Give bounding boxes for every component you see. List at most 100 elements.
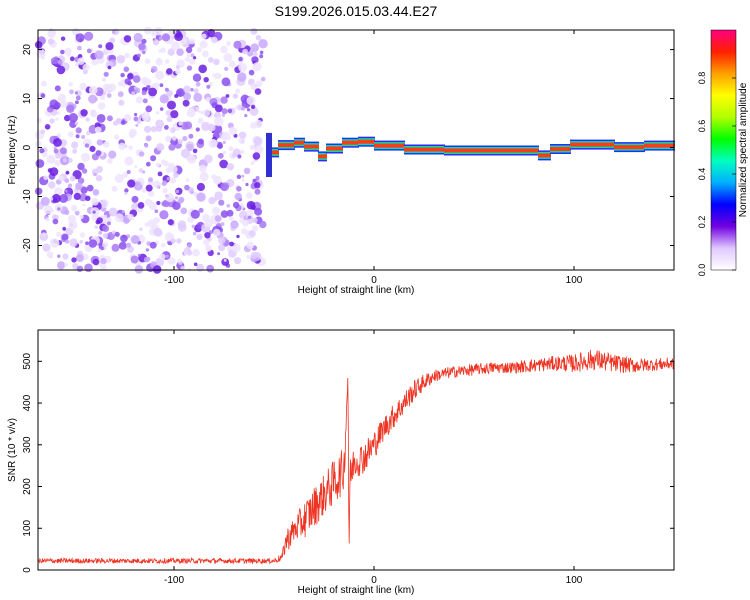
noise-blob [180, 265, 185, 271]
noise-blob [245, 182, 249, 187]
noise-blob [46, 251, 54, 258]
noise-blob [187, 243, 192, 248]
noise-blob [207, 28, 216, 38]
noise-blob [96, 217, 103, 224]
noise-blob [183, 251, 188, 256]
y-tick-label: 20 [22, 44, 33, 56]
noise-blob [69, 89, 74, 95]
noise-blob [208, 82, 213, 87]
noise-blob [193, 92, 203, 102]
noise-blob [46, 154, 56, 164]
noise-blob [249, 144, 255, 151]
noise-blob [252, 217, 258, 224]
noise-blob [241, 178, 245, 182]
noise-blob [80, 152, 90, 162]
noise-blob [175, 65, 180, 70]
noise-blob [175, 68, 181, 75]
noise-blob [156, 143, 165, 152]
noise-blob [118, 241, 127, 250]
noise-blob [220, 96, 228, 104]
noise-blob [109, 37, 116, 44]
noise-blob [185, 178, 190, 182]
noise-blob [96, 139, 104, 146]
noise-blob [184, 121, 193, 130]
signal-core [644, 143, 675, 148]
noise-blob [67, 131, 74, 138]
colorbar-tick-label: 0.6 [697, 120, 707, 133]
noise-blob [95, 150, 102, 156]
noise-blob [105, 60, 114, 69]
noise-blob [134, 265, 144, 274]
noise-blob [199, 164, 207, 173]
signal-core [550, 147, 571, 151]
noise-blob [54, 85, 61, 92]
x-tick-label: 0 [371, 275, 377, 286]
noise-blob [218, 237, 226, 245]
noise-blob [234, 257, 242, 265]
noise-blob [69, 120, 77, 128]
noise-blob [220, 210, 229, 218]
noise-blob [49, 208, 54, 213]
noise-blob [252, 178, 256, 183]
noise-blob [197, 138, 204, 145]
noise-blob [70, 204, 78, 212]
noise-blob [67, 183, 73, 188]
noise-blob [221, 108, 228, 115]
noise-blob [187, 216, 194, 223]
noise-blob [213, 228, 221, 236]
signal-core [570, 142, 615, 147]
noise-blob [214, 215, 222, 222]
noise-blob [176, 88, 186, 97]
noise-blob [64, 47, 72, 55]
noise-blob [176, 48, 184, 56]
noise-blob [77, 162, 85, 171]
noise-blob [94, 50, 104, 60]
noise-blob [155, 162, 160, 167]
noise-blob [132, 75, 141, 83]
noise-blob [114, 231, 120, 237]
noise-blob [222, 140, 226, 144]
noise-blob [239, 210, 248, 220]
noise-blob [182, 135, 188, 142]
noise-blob [35, 159, 45, 168]
noise-blob [192, 191, 198, 197]
noise-blob [185, 46, 193, 54]
noise-blob [162, 188, 168, 194]
noise-blob [250, 27, 258, 35]
noise-blob [254, 119, 263, 129]
noise-blob [250, 161, 255, 165]
noise-blob [82, 63, 90, 71]
noise-blob [127, 179, 136, 188]
noise-blob [174, 94, 179, 98]
noise-blob [234, 192, 242, 201]
noise-blob [75, 33, 85, 43]
noise-blob [135, 96, 143, 104]
noise-blob [193, 56, 197, 60]
noise-blob [106, 115, 113, 122]
noise-blob [56, 65, 66, 75]
noise-blob [75, 62, 79, 67]
noise-blob [193, 88, 199, 94]
noise-blob [258, 39, 268, 49]
noise-blob [62, 158, 67, 163]
noise-blob [145, 135, 152, 142]
noise-blob [103, 141, 110, 148]
spectrogram-y-ticks: -20 -10 0 10 20 [22, 44, 674, 253]
y-tick-label: -10 [22, 189, 33, 204]
noise-blob [156, 200, 161, 206]
noise-blob [159, 253, 166, 260]
noise-blob [235, 88, 241, 94]
noise-blob [122, 172, 129, 178]
noise-blob [174, 32, 184, 41]
noise-blob [170, 165, 178, 173]
noise-blob [156, 31, 160, 36]
noise-blob [203, 109, 211, 117]
noise-blob [59, 193, 68, 203]
noise-blob [255, 34, 262, 41]
noise-blob [77, 177, 85, 184]
noise-blob [177, 198, 184, 204]
noise-blob [220, 222, 225, 227]
noise-blob [81, 168, 88, 174]
noise-blob [90, 110, 98, 118]
